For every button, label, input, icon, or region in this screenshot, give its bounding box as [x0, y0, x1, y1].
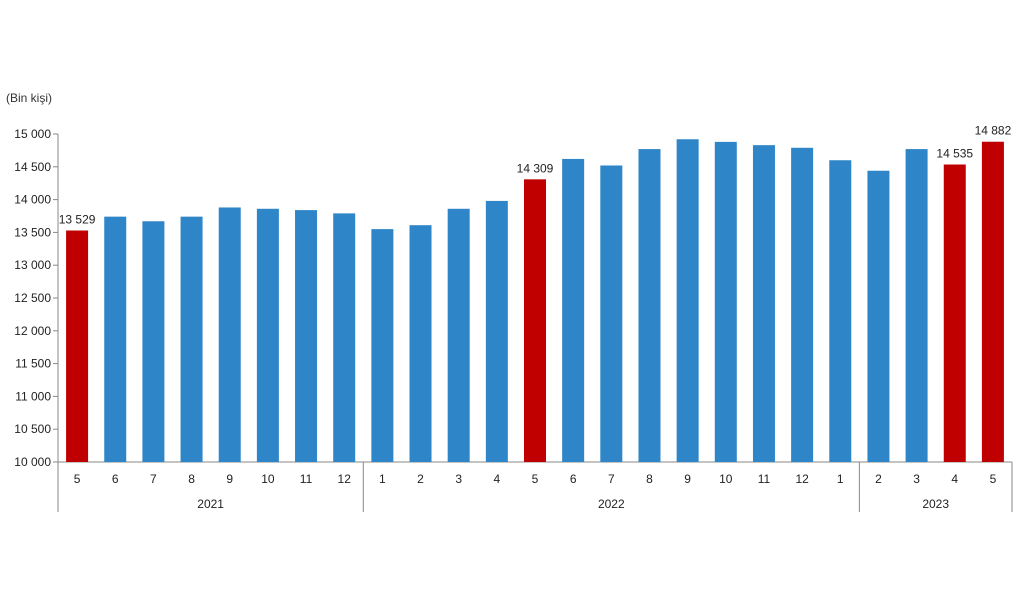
x-tick-label: 8 — [188, 472, 195, 486]
x-tick-label: 5 — [532, 472, 539, 486]
year-label: 2023 — [922, 497, 949, 511]
x-tick-label: 1 — [837, 472, 844, 486]
x-tick-label: 4 — [493, 472, 500, 486]
bar — [333, 213, 356, 462]
year-label: 2021 — [197, 497, 224, 511]
bar-highlight — [66, 230, 89, 462]
data-label: 14 882 — [975, 124, 1012, 138]
bar — [371, 229, 394, 462]
x-tick-label: 2 — [417, 472, 424, 486]
y-tick-label: 11 000 — [15, 389, 51, 403]
y-tick-label: 13 500 — [14, 225, 51, 239]
x-tick-label: 10 — [261, 472, 275, 486]
x-tick-label: 6 — [570, 472, 577, 486]
x-tick-label: 1 — [379, 472, 386, 486]
x-tick-label: 10 — [719, 472, 733, 486]
y-tick-label: 11 500 — [15, 357, 51, 371]
year-label: 2022 — [598, 497, 625, 511]
y-tick-label: 10 500 — [14, 422, 51, 436]
bar — [676, 139, 699, 463]
x-tick-label: 12 — [338, 472, 352, 486]
bar — [104, 216, 127, 462]
x-tick-label: 3 — [455, 472, 462, 486]
bar — [791, 147, 814, 462]
x-tick-label: 7 — [608, 472, 615, 486]
data-label: 14 535 — [936, 147, 973, 161]
bar — [562, 158, 585, 463]
x-tick-label: 2 — [875, 472, 882, 486]
x-tick-label: 9 — [684, 472, 691, 486]
data-label: 14 309 — [517, 161, 554, 175]
bar — [180, 216, 203, 462]
bar-highlight — [943, 164, 966, 462]
bar — [409, 225, 432, 462]
y-tick-label: 14 500 — [14, 160, 51, 174]
x-tick-label: 11 — [758, 472, 771, 486]
bar — [256, 208, 279, 462]
x-tick-label: 5 — [990, 472, 997, 486]
x-tick-label: 11 — [300, 472, 313, 486]
x-tick-label: 6 — [112, 472, 119, 486]
bar — [638, 149, 661, 462]
y-tick-label: 12 500 — [14, 291, 51, 305]
y-tick-label: 10 000 — [14, 455, 51, 469]
y-tick-label: 15 000 — [14, 127, 51, 141]
bar — [714, 141, 737, 462]
bar — [447, 208, 470, 462]
y-tick-label: 14 000 — [14, 193, 51, 207]
x-tick-label: 12 — [795, 472, 809, 486]
bar — [295, 210, 318, 462]
x-tick-label: 5 — [74, 472, 81, 486]
bar — [905, 149, 928, 462]
x-tick-label: 3 — [913, 472, 920, 486]
x-tick-label: 8 — [646, 472, 653, 486]
bar — [867, 170, 890, 462]
bar — [600, 165, 623, 462]
data-label: 13 529 — [59, 212, 96, 226]
x-tick-label: 9 — [226, 472, 233, 486]
bar — [752, 145, 775, 463]
bar-highlight — [524, 179, 546, 463]
bar — [485, 200, 508, 463]
bar — [218, 207, 241, 462]
x-tick-label: 4 — [951, 472, 958, 486]
bar — [829, 160, 852, 463]
y-tick-label: 12 000 — [14, 324, 51, 338]
y-tick-label: 13 000 — [14, 258, 51, 272]
bar — [142, 221, 165, 462]
x-tick-label: 7 — [150, 472, 157, 486]
y-axis-unit-label: (Bin kişi) — [6, 91, 53, 105]
bar-highlight — [981, 141, 1004, 463]
